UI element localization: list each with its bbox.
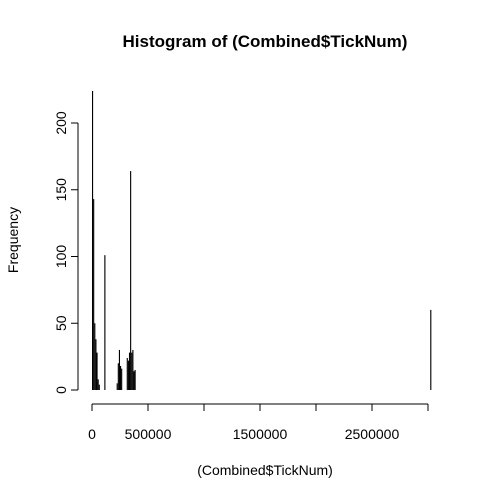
y-tick-label: 0	[53, 386, 69, 394]
histogram-bar	[133, 371, 135, 390]
histogram-bar	[116, 383, 118, 390]
histogram-bars	[92, 90, 432, 391]
histogram-bar	[127, 360, 129, 390]
histogram-bar	[95, 339, 97, 390]
x-tick-label: 2500000	[345, 426, 400, 442]
histogram-bar	[94, 323, 96, 390]
histogram-bar	[117, 363, 119, 390]
histogram-bar	[126, 357, 128, 390]
y-axis: 0 50 100 150 200	[53, 111, 79, 394]
chart-title: Histogram of (Combined$TickNum)	[123, 32, 408, 51]
histogram-bar	[93, 199, 95, 390]
histogram-bar	[92, 90, 94, 391]
x-tick-label: 1500000	[233, 426, 288, 442]
histogram-bar	[120, 365, 122, 390]
histogram-bar	[131, 352, 133, 390]
y-axis-label: Frequency	[5, 207, 21, 273]
x-axis: 0 500000 1500000 2500000	[88, 403, 429, 442]
histogram-bar	[104, 255, 106, 390]
histogram-bar	[96, 352, 98, 390]
x-tick-label: 500000	[125, 426, 172, 442]
y-tick-label: 200	[53, 111, 69, 135]
y-tick-label: 100	[53, 245, 69, 269]
y-tick-label: 50	[53, 315, 69, 331]
y-tick-label: 150	[53, 178, 69, 202]
histogram-bar	[134, 369, 136, 390]
histogram-bar	[121, 368, 123, 390]
x-tick-label: 0	[88, 426, 96, 442]
x-axis-label: (Combined$TickNum)	[197, 462, 333, 478]
histogram-bar	[128, 352, 131, 390]
histogram-bar	[97, 379, 99, 390]
histogram-bar	[118, 349, 120, 390]
histogram-bar	[430, 309, 432, 390]
histogram-bar	[132, 349, 134, 390]
histogram-bar	[130, 171, 132, 390]
histogram-bar	[98, 384, 100, 390]
